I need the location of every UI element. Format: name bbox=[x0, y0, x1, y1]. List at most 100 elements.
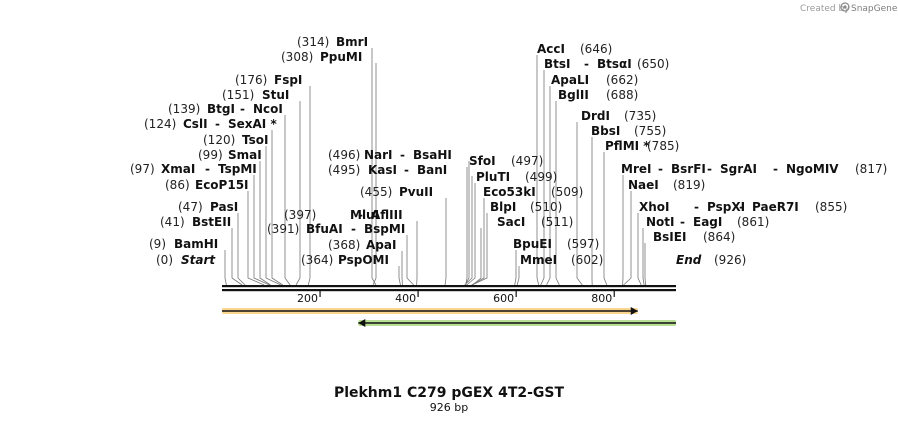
enzyme-name: NarI bbox=[364, 148, 393, 162]
enzyme-name: PspXI bbox=[707, 200, 745, 214]
enzyme-name: AccI bbox=[537, 42, 565, 56]
restriction-site[interactable]: (819) NaeI bbox=[628, 178, 705, 192]
site-position: (662) bbox=[606, 73, 638, 87]
restriction-site[interactable]: (509) Eco53kI bbox=[483, 185, 583, 199]
enzyme-name: CslI bbox=[183, 117, 208, 131]
restriction-site[interactable]: (496) NarI - BsaHI bbox=[328, 148, 452, 162]
restriction-site[interactable]: (499) PluTI bbox=[476, 170, 557, 184]
enzyme-name: Eco53kI bbox=[483, 185, 536, 199]
site-leader-line bbox=[516, 266, 520, 286]
restriction-site[interactable]: (662) ApaLI bbox=[551, 73, 638, 87]
restriction-site[interactable]: (497) SfoI bbox=[469, 154, 543, 168]
enzyme-name: MreI bbox=[621, 162, 651, 176]
restriction-site[interactable]: (139) BtgI - NcoI bbox=[168, 102, 283, 116]
site-leader-line bbox=[284, 115, 291, 286]
restriction-site[interactable]: (391) BfuAI - BspMI bbox=[267, 222, 405, 236]
restriction-site[interactable]: (511) SacI bbox=[497, 215, 573, 229]
enzyme-separator: - bbox=[400, 148, 405, 162]
enzyme-name: FspI bbox=[274, 73, 302, 87]
site-position: (41) bbox=[160, 215, 185, 229]
enzyme-name: BfuAI bbox=[306, 222, 343, 236]
restriction-site[interactable]: (755) BbsI bbox=[591, 124, 666, 138]
arrowhead-right-icon bbox=[630, 307, 638, 315]
forward-feature bbox=[222, 307, 638, 315]
credit-prefix: Created by bbox=[800, 4, 850, 14]
restriction-site[interactable]: (314) BmrI bbox=[297, 35, 368, 49]
restriction-site[interactable]: (510) BlpI bbox=[490, 200, 562, 214]
site-position: (819) bbox=[673, 178, 705, 192]
site-position: (496) bbox=[328, 148, 360, 162]
restriction-site[interactable]: (735) DrdI bbox=[581, 109, 656, 123]
credit-brand: SnapGene bbox=[851, 4, 898, 14]
tick-label: 400 bbox=[395, 292, 416, 305]
site-position: (755) bbox=[634, 124, 666, 138]
restriction-site[interactable]: (41) BstEII bbox=[160, 215, 231, 229]
restriction-site[interactable]: (455) PvuII bbox=[360, 185, 433, 199]
site-leader-line bbox=[514, 250, 517, 286]
enzyme-separator: - bbox=[351, 222, 356, 236]
enzyme-name: BsrFI bbox=[671, 162, 706, 176]
restriction-site[interactable]: (176) FspI bbox=[235, 73, 302, 87]
restriction-site[interactable]: (646) AccI bbox=[537, 42, 612, 56]
enzyme-name: ApaI bbox=[366, 238, 396, 252]
restriction-site[interactable]: (397) MluI- AflIII bbox=[284, 208, 403, 222]
site-position: (391) bbox=[267, 222, 299, 236]
map-subtitle: 926 bp bbox=[430, 401, 468, 414]
restriction-site[interactable]: (47) PasI bbox=[178, 200, 238, 214]
site-leader-line bbox=[231, 228, 243, 286]
site-leader-line bbox=[536, 55, 540, 286]
enzyme-name: BsaHI bbox=[413, 148, 452, 162]
site-position: (855) bbox=[815, 200, 847, 214]
restriction-site[interactable]: (9) BamHI bbox=[149, 237, 218, 251]
site-leader-line bbox=[603, 152, 608, 286]
site-leader-line bbox=[642, 228, 645, 286]
enzyme-name: PaeR7I bbox=[752, 200, 799, 214]
enzyme-name: NcoI bbox=[253, 102, 283, 116]
restriction-site[interactable]: (817)MreI - BsrFI - SgrAI - NgoMIV bbox=[621, 162, 887, 176]
restriction-site[interactable]: (785)PflMI * bbox=[605, 139, 679, 153]
restriction-site[interactable]: (602) MmeI bbox=[520, 253, 603, 267]
restriction-site[interactable]: (688) BglII bbox=[558, 88, 638, 102]
site-leader-line bbox=[644, 243, 647, 286]
restriction-site[interactable]: (99) SmaI bbox=[198, 148, 262, 162]
enzyme-name: BspMI bbox=[364, 222, 405, 236]
site-position: (9) bbox=[149, 237, 166, 251]
restriction-site[interactable]: (97) XmaI - TspMI bbox=[130, 162, 257, 176]
enzyme-name: BbsI bbox=[591, 124, 620, 138]
restriction-site[interactable]: (864) BsIEI bbox=[653, 230, 735, 244]
site-leader-line bbox=[540, 70, 545, 286]
site-leader-line bbox=[253, 175, 270, 286]
snapgene-credit: Created by SnapGene bbox=[800, 2, 898, 14]
restriction-site[interactable]: (124) CslI - SexAI * bbox=[144, 117, 277, 131]
site-labels: (314) BmrI(308) PpuMI (176) FspI(151) StuI(13… bbox=[130, 35, 887, 267]
restriction-site[interactable]: (364) PspOMI bbox=[301, 253, 389, 267]
site-position: (861) bbox=[737, 215, 769, 229]
site-leader-line bbox=[307, 86, 311, 286]
enzyme-name: StuI bbox=[262, 88, 289, 102]
restriction-site[interactable]: (597) BpuEI bbox=[513, 237, 599, 251]
enzyme-name: NotI bbox=[646, 215, 675, 229]
enzyme-name: BanI bbox=[417, 163, 447, 177]
restriction-site[interactable]: (855)XhoI - PspXI- PaeR7I bbox=[639, 200, 847, 214]
site-leader-line bbox=[295, 101, 301, 286]
restriction-site[interactable]: (650) BtsI - BtsαI bbox=[544, 57, 669, 71]
restriction-site[interactable]: (495) KasI - BanI bbox=[328, 163, 447, 177]
site-position: (86) bbox=[165, 178, 190, 192]
site-leader-line bbox=[555, 101, 560, 286]
restriction-site[interactable]: (861) NotI - EagI bbox=[646, 215, 769, 229]
enzyme-separator: - bbox=[404, 163, 409, 177]
tick-label: 600 bbox=[493, 292, 514, 305]
restriction-site[interactable]: (308) PpuMI bbox=[281, 50, 362, 64]
restriction-site[interactable]: (368) ApaI bbox=[328, 238, 396, 252]
site-leader-line bbox=[259, 161, 271, 286]
restriction-site[interactable]: (86) EcoP15I bbox=[165, 178, 249, 192]
reverse-feature bbox=[358, 319, 676, 327]
tick-label: 800 bbox=[591, 292, 612, 305]
site-leader-line bbox=[546, 86, 551, 286]
enzyme-name: TsoI bbox=[242, 133, 268, 147]
restriction-site[interactable]: (151) StuI bbox=[222, 88, 289, 102]
enzyme-name: BtgI bbox=[207, 102, 235, 116]
restriction-site[interactable]: (120) TsoI bbox=[203, 133, 268, 147]
enzyme-name: SgrAI bbox=[720, 162, 757, 176]
